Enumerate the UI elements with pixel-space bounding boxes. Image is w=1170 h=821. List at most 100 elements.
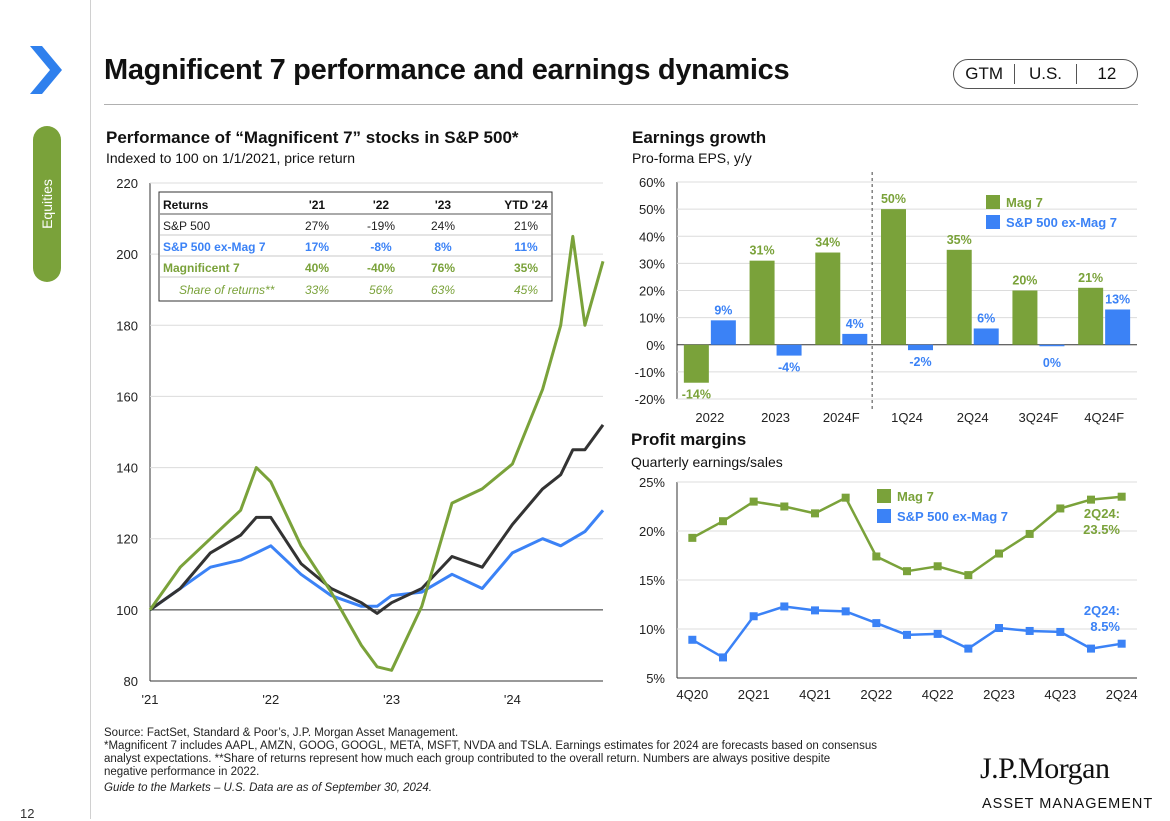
footnote-3: negative performance in 2022. [104,766,260,778]
table-row-label: S&P 500 [163,219,210,233]
bar-label: -2% [909,355,931,369]
legend-label: S&P 500 ex-Mag 7 [1006,215,1117,230]
bar-mag7 [815,252,841,345]
margins-chart-subtitle: Quarterly earnings/sales [631,454,783,470]
data-point [933,629,942,638]
x-tick-label: 4Q22 [922,687,954,702]
x-tick-label: 2Q21 [738,687,770,702]
x-tick-label: '21 [142,692,159,707]
side-tab-equities[interactable]: Equities [33,126,61,282]
y-tick-label: 20% [639,524,665,539]
data-point [1025,529,1034,538]
footnote-2: analyst expectations. **Share of returns… [104,753,831,765]
profit-margins-chart: 5% 10% 15% 20% 25% 4Q20 2Q21 4Q21 2Q22 4Q22 2Q23 4Q… [639,475,1138,702]
bar-ex-mag7 [1039,344,1065,347]
annotation-label: 2Q24: [1084,603,1120,618]
table-cell: 27% [305,219,329,233]
data-point [841,607,850,616]
x-tick-label: 3Q24F [1019,410,1059,425]
bar-mag7 [683,344,709,383]
data-point [872,552,881,561]
data-point [903,567,911,576]
y-tick-label: 10% [639,311,665,326]
data-point [1025,626,1034,635]
data-point [964,571,973,580]
table-header: Returns [163,198,209,212]
bar-label: 35% [947,233,972,247]
x-tick-label: 2024F [823,410,860,425]
y-tick-label: 50% [639,202,665,217]
series-line-2 [149,509,605,612]
returns-table [158,191,553,302]
data-point [903,630,911,639]
table-cell: 76% [431,261,455,275]
y-tick-label: 25% [639,475,665,490]
earnings-chart-subtitle: Pro-forma EPS, y/y [632,150,752,166]
table-header: YTD '24 [504,198,548,212]
x-tick-label: 4Q23 [1044,687,1076,702]
x-tick-label: 1Q24 [891,410,923,425]
bar-ex-mag7 [1105,309,1131,345]
earnings-growth-chart: -20% -10% 0% 10% 20% 30% 40% 50% 60% 2022 -14% 9% 20… [635,172,1137,425]
data-point [1056,627,1065,636]
data-point [1117,639,1126,648]
page-title: Magnificent 7 performance and earnings d… [104,54,790,86]
legend-swatch [877,509,891,523]
x-tick-label: '23 [383,692,400,707]
annotation-label: 23.5% [1083,522,1120,537]
title-divider [104,104,1138,105]
bar-ex-mag7 [842,333,868,345]
x-tick-label: 4Q21 [799,687,831,702]
y-tick-label: 15% [639,573,665,588]
y-tick-label: 100 [116,603,138,618]
y-tick-label: 5% [646,671,665,686]
data-point [780,602,789,611]
y-tick-label: 40% [639,229,665,244]
table-header: '23 [435,198,452,212]
y-tick-label: 140 [116,461,138,476]
table-cell: 21% [514,219,538,233]
x-tick-label: '22 [262,692,279,707]
series-line-1 [149,424,605,615]
data-point [811,606,819,615]
y-tick-label: 220 [116,176,138,191]
annotation-label: 2Q24: [1084,506,1120,521]
table-header: '21 [309,198,326,212]
table-cell: -8% [370,240,392,254]
table-cell: 40% [305,261,329,275]
table-cell: 8% [434,240,452,254]
bar-label: 6% [977,311,995,325]
footnote-guide: Guide to the Markets – U.S. Data are as … [104,782,432,794]
bar-label: 31% [750,244,775,258]
x-tick-label: 4Q24F [1084,410,1124,425]
jpmorgan-logo: J.P.Morgan [980,752,1110,785]
bar-mag7 [1078,287,1104,345]
bar-label: 21% [1078,271,1103,285]
data-point [1087,644,1095,653]
margins-chart-title: Profit margins [631,430,747,449]
data-point [995,549,1003,558]
legend-label: Mag 7 [1006,195,1043,210]
y-tick-label: 200 [116,247,138,262]
data-point [780,502,789,511]
bar-mag7 [749,260,775,345]
data-point [749,612,758,621]
data-point [1117,492,1126,501]
x-tick-label: '24 [504,692,521,707]
series-line-0 [148,234,605,672]
bar-ex-mag7 [973,328,999,345]
table-cell: 63% [431,283,455,297]
x-tick-label: 2022 [695,410,724,425]
side-tab-label: Equities [39,179,55,229]
data-point [841,493,850,502]
data-point [811,509,819,518]
y-tick-label: 60% [639,175,665,190]
table-cell: 56% [369,283,393,297]
page-edge-line [90,0,91,819]
earnings-chart-title: Earnings growth [632,128,767,147]
footnote-1: *Magnificent 7 includes AAPL, AMZN, GOOG… [104,740,877,752]
y-tick-label: 20% [639,284,665,299]
x-tick-label: 2Q24 [1106,687,1138,702]
bar-label: 34% [815,236,840,250]
table-cell: -40% [367,261,395,275]
